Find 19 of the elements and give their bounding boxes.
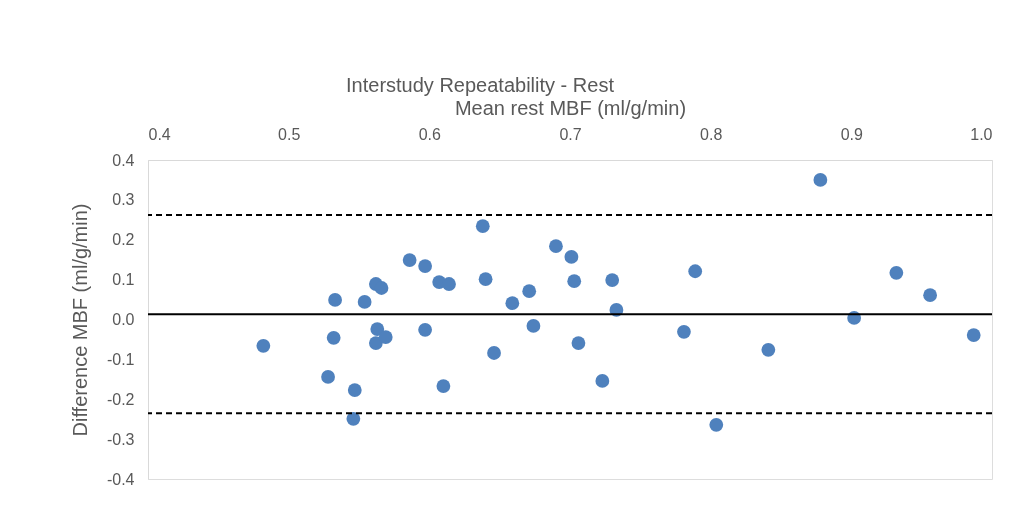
y-tick-label: -0.2 [106, 390, 135, 408]
x-tick-label: 0.9 [840, 125, 864, 143]
y-tick-label: -0.1 [106, 350, 135, 368]
x-tick-label: 0.6 [418, 125, 442, 143]
x-tick-label: 0.7 [559, 125, 582, 143]
y-tick-label: 0.0 [112, 311, 135, 328]
x-tick-label: 0.8 [700, 125, 723, 143]
y-tick-label: -0.4 [106, 470, 135, 488]
x-tick-label: 1.0 [970, 125, 993, 143]
chart-title: Interstudy Repeatability - Rest [346, 74, 615, 96]
y-tick-label: 0.1 [112, 271, 135, 289]
y-tick-label: -0.3 [106, 430, 135, 448]
y-tick-label: 0.4 [112, 151, 135, 169]
y-tick-label: 0.2 [112, 231, 135, 249]
y-tick-label: 0.3 [112, 191, 135, 209]
x-tick-label: 0.5 [278, 125, 301, 143]
x-axis-title: Mean rest MBF (ml/g/min) [454, 96, 687, 119]
x-tick-label: 0.4 [148, 125, 171, 143]
y-axis-title: Difference MBF (ml/g/min) [68, 203, 91, 437]
